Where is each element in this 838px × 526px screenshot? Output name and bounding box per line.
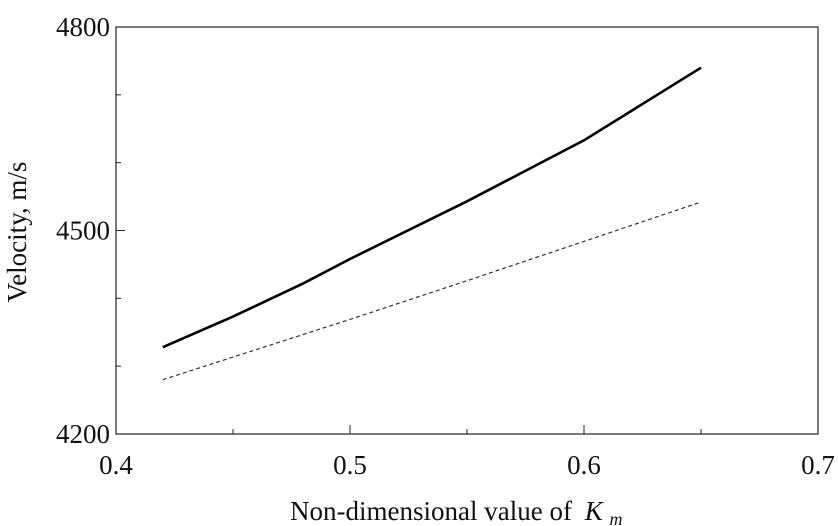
y-tick-label: 4800 xyxy=(56,12,110,42)
x-tick-label: 0.7 xyxy=(801,450,835,480)
series-layer xyxy=(162,66,702,381)
series-line-1-solid xyxy=(162,66,702,349)
x-tick-label: 0.5 xyxy=(333,450,367,480)
y-axis-title: Velocity, m/s xyxy=(2,162,32,303)
y-tick-label: 4500 xyxy=(56,216,110,246)
x-axis-title: Non-dimensional value of K m xyxy=(290,496,622,526)
x-tick-label: 0.6 xyxy=(567,450,601,480)
x-axis-title-text: Non-dimensional value of xyxy=(290,496,572,526)
x-tick-label: 0.4 xyxy=(99,450,133,480)
series-line-2-dashed xyxy=(162,201,702,381)
axes xyxy=(115,26,819,435)
plot-frame xyxy=(115,26,819,435)
x-axis-title-subscript: m xyxy=(609,509,622,526)
x-axis-title-symbol: K xyxy=(584,496,605,526)
ticks: 0.4 0.5 0.6 0.7 4200 4500 4800 xyxy=(56,12,835,480)
y-tick-label: 4200 xyxy=(56,419,110,449)
